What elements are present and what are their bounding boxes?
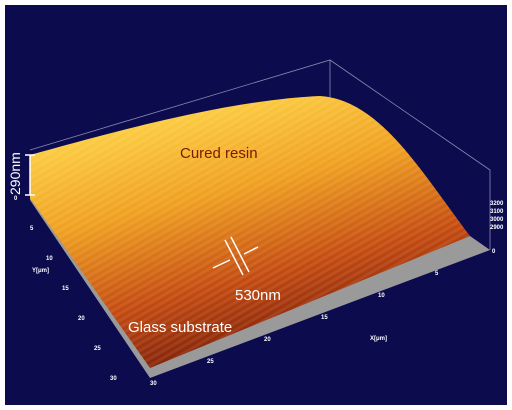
x-tick-label: 10 bbox=[378, 293, 385, 299]
y-tick-label: 10 bbox=[46, 256, 53, 262]
afm-image: Cured resin 290nm 530nm Glass substrate … bbox=[0, 0, 512, 410]
x-tick-label: 15 bbox=[321, 315, 328, 321]
x-tick-label: 30 bbox=[150, 381, 157, 387]
z-tick-label: 3100 bbox=[490, 209, 504, 215]
pitch-label: 530nm bbox=[235, 287, 281, 304]
x-tick-label: 20 bbox=[264, 337, 271, 343]
z-tick-label: 3000 bbox=[490, 217, 504, 223]
substrate-label: Glass substrate bbox=[128, 319, 232, 336]
x-tick-label: 25 bbox=[207, 359, 214, 365]
z-tick-label: 3200 bbox=[490, 201, 504, 207]
surface-label: Cured resin bbox=[180, 145, 258, 162]
y-tick-label: 30 bbox=[110, 376, 117, 382]
y-tick-label: 20 bbox=[78, 316, 85, 322]
y-tick-label: 25 bbox=[94, 346, 101, 352]
z-tick-label: 2900 bbox=[490, 225, 504, 231]
x-axis-title: X[μm] bbox=[370, 336, 387, 342]
height-label: 290nm bbox=[7, 152, 23, 195]
page: Cured resin 290nm 530nm Glass substrate … bbox=[0, 0, 512, 410]
y-tick-label: 15 bbox=[62, 286, 69, 292]
y-axis-title: Y[μm] bbox=[32, 268, 49, 274]
